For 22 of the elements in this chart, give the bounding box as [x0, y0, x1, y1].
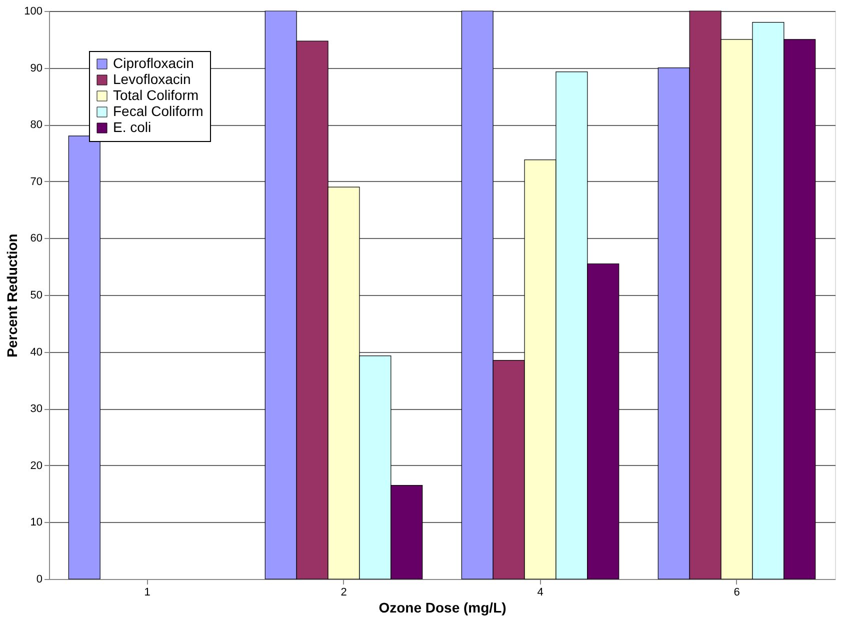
x-tick-label: 6: [734, 586, 740, 598]
y-tick-label: 70: [30, 176, 42, 188]
y-tick-label: 80: [30, 119, 42, 132]
legend-label: E. coli: [113, 119, 152, 135]
x-axis-title: Ozone Dose (mg/L): [378, 600, 506, 616]
y-tick-label: 60: [30, 232, 42, 245]
y-tick-label: 30: [30, 403, 42, 416]
y-tick-label: 50: [30, 290, 42, 302]
y-tick-label: 10: [30, 516, 42, 529]
legend-label: Total Coliform: [113, 87, 199, 103]
x-tick-label: 1: [144, 586, 150, 598]
y-tick-label: 20: [30, 460, 42, 472]
y-tick-label: 100: [24, 6, 42, 18]
legend-label: Levofloxacin: [113, 71, 191, 87]
y-tick-label: 0: [36, 574, 42, 586]
y-tick-label: 40: [30, 346, 42, 358]
x-tick-label: 2: [340, 586, 347, 598]
legend-label: Fecal Coliform: [113, 103, 204, 119]
y-axis-title: Percent Reduction: [4, 234, 20, 358]
y-tick-label: 90: [30, 62, 42, 74]
legend-label: Ciprofloxacin: [113, 55, 194, 71]
x-tick-label: 4: [537, 586, 544, 598]
